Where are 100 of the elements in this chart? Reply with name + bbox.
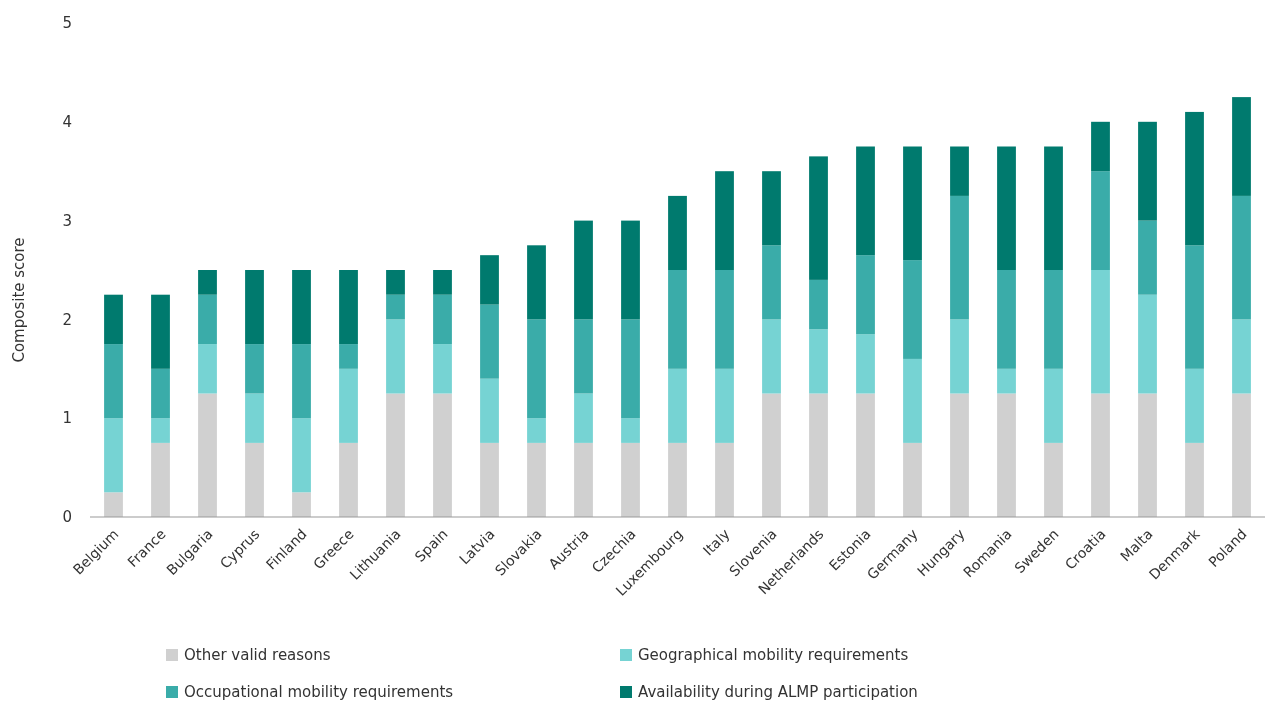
bar <box>997 270 1016 369</box>
bar <box>809 279 828 330</box>
bar <box>1044 146 1063 270</box>
bar <box>198 294 217 345</box>
bar <box>527 442 546 517</box>
legend-label: Availability during ALMP participation <box>638 683 918 702</box>
bar <box>480 378 499 443</box>
bar <box>668 195 687 270</box>
bar <box>950 393 969 517</box>
bar <box>1138 393 1157 517</box>
y-tick-label: 1 <box>62 409 72 428</box>
bar <box>1044 442 1063 517</box>
legend-label: Other valid reasons <box>184 646 331 665</box>
bar <box>198 344 217 394</box>
bar <box>1232 97 1251 196</box>
bar <box>1138 220 1157 295</box>
bar <box>997 146 1016 270</box>
y-tick-label: 2 <box>62 310 72 329</box>
bar <box>715 442 734 517</box>
bar <box>762 393 781 517</box>
bar <box>386 270 405 295</box>
bar <box>621 442 640 517</box>
bar <box>245 442 264 517</box>
bar <box>198 270 217 295</box>
bar <box>903 260 922 359</box>
bar <box>1232 319 1251 394</box>
bar <box>1232 393 1251 517</box>
bar <box>856 393 875 517</box>
bar <box>104 492 123 517</box>
bar <box>856 255 875 335</box>
bar <box>574 319 593 394</box>
bar <box>386 393 405 517</box>
bar <box>668 368 687 443</box>
bar <box>245 270 264 345</box>
bar <box>292 344 311 419</box>
bar <box>339 270 358 345</box>
bar <box>1091 121 1110 172</box>
bar <box>1138 121 1157 221</box>
bar <box>339 368 358 443</box>
bar <box>1044 368 1063 443</box>
bar <box>574 393 593 443</box>
bar <box>104 294 123 345</box>
bar <box>621 319 640 419</box>
bar <box>1185 368 1204 443</box>
bar <box>480 442 499 517</box>
bar <box>151 442 170 517</box>
bar <box>574 220 593 320</box>
bar <box>762 171 781 246</box>
bar <box>950 146 969 196</box>
bar <box>1091 393 1110 517</box>
bar <box>1138 294 1157 394</box>
bar <box>480 255 499 305</box>
bar <box>950 319 969 394</box>
bar <box>1232 195 1251 320</box>
bar <box>151 294 170 369</box>
bar <box>433 393 452 517</box>
bar <box>1185 442 1204 517</box>
y-tick-label: 5 <box>62 14 72 33</box>
bar <box>104 344 123 419</box>
bar <box>527 319 546 419</box>
bar <box>1091 270 1110 394</box>
bar <box>856 334 875 394</box>
legend-label: Geographical mobility requirements <box>638 646 909 665</box>
y-tick-label: 3 <box>62 211 72 230</box>
bar <box>715 171 734 270</box>
bar <box>292 418 311 493</box>
bar <box>762 319 781 394</box>
bar <box>104 418 123 493</box>
bar <box>574 442 593 517</box>
bar <box>433 270 452 295</box>
bar <box>1044 270 1063 369</box>
bar <box>151 368 170 419</box>
bar <box>809 329 828 394</box>
bar <box>292 270 311 345</box>
bar <box>903 146 922 261</box>
bar <box>856 146 875 256</box>
bar <box>386 294 405 320</box>
bar <box>997 368 1016 394</box>
bar <box>715 270 734 369</box>
bar <box>386 319 405 394</box>
bar <box>950 195 969 320</box>
bar <box>668 442 687 517</box>
bar <box>339 344 358 369</box>
y-tick-label: 0 <box>62 508 72 527</box>
y-axis-title: Composite score <box>10 237 28 363</box>
bar <box>245 344 264 394</box>
bar <box>433 344 452 394</box>
bar <box>809 393 828 517</box>
bar <box>245 393 264 443</box>
bar <box>809 156 828 280</box>
bar <box>151 418 170 443</box>
bar <box>621 220 640 320</box>
bar <box>198 393 217 517</box>
bar <box>433 294 452 345</box>
bar <box>668 270 687 369</box>
bar <box>1091 171 1110 270</box>
bar <box>339 442 358 517</box>
bar <box>527 245 546 320</box>
bar <box>527 418 546 443</box>
bar <box>621 418 640 443</box>
